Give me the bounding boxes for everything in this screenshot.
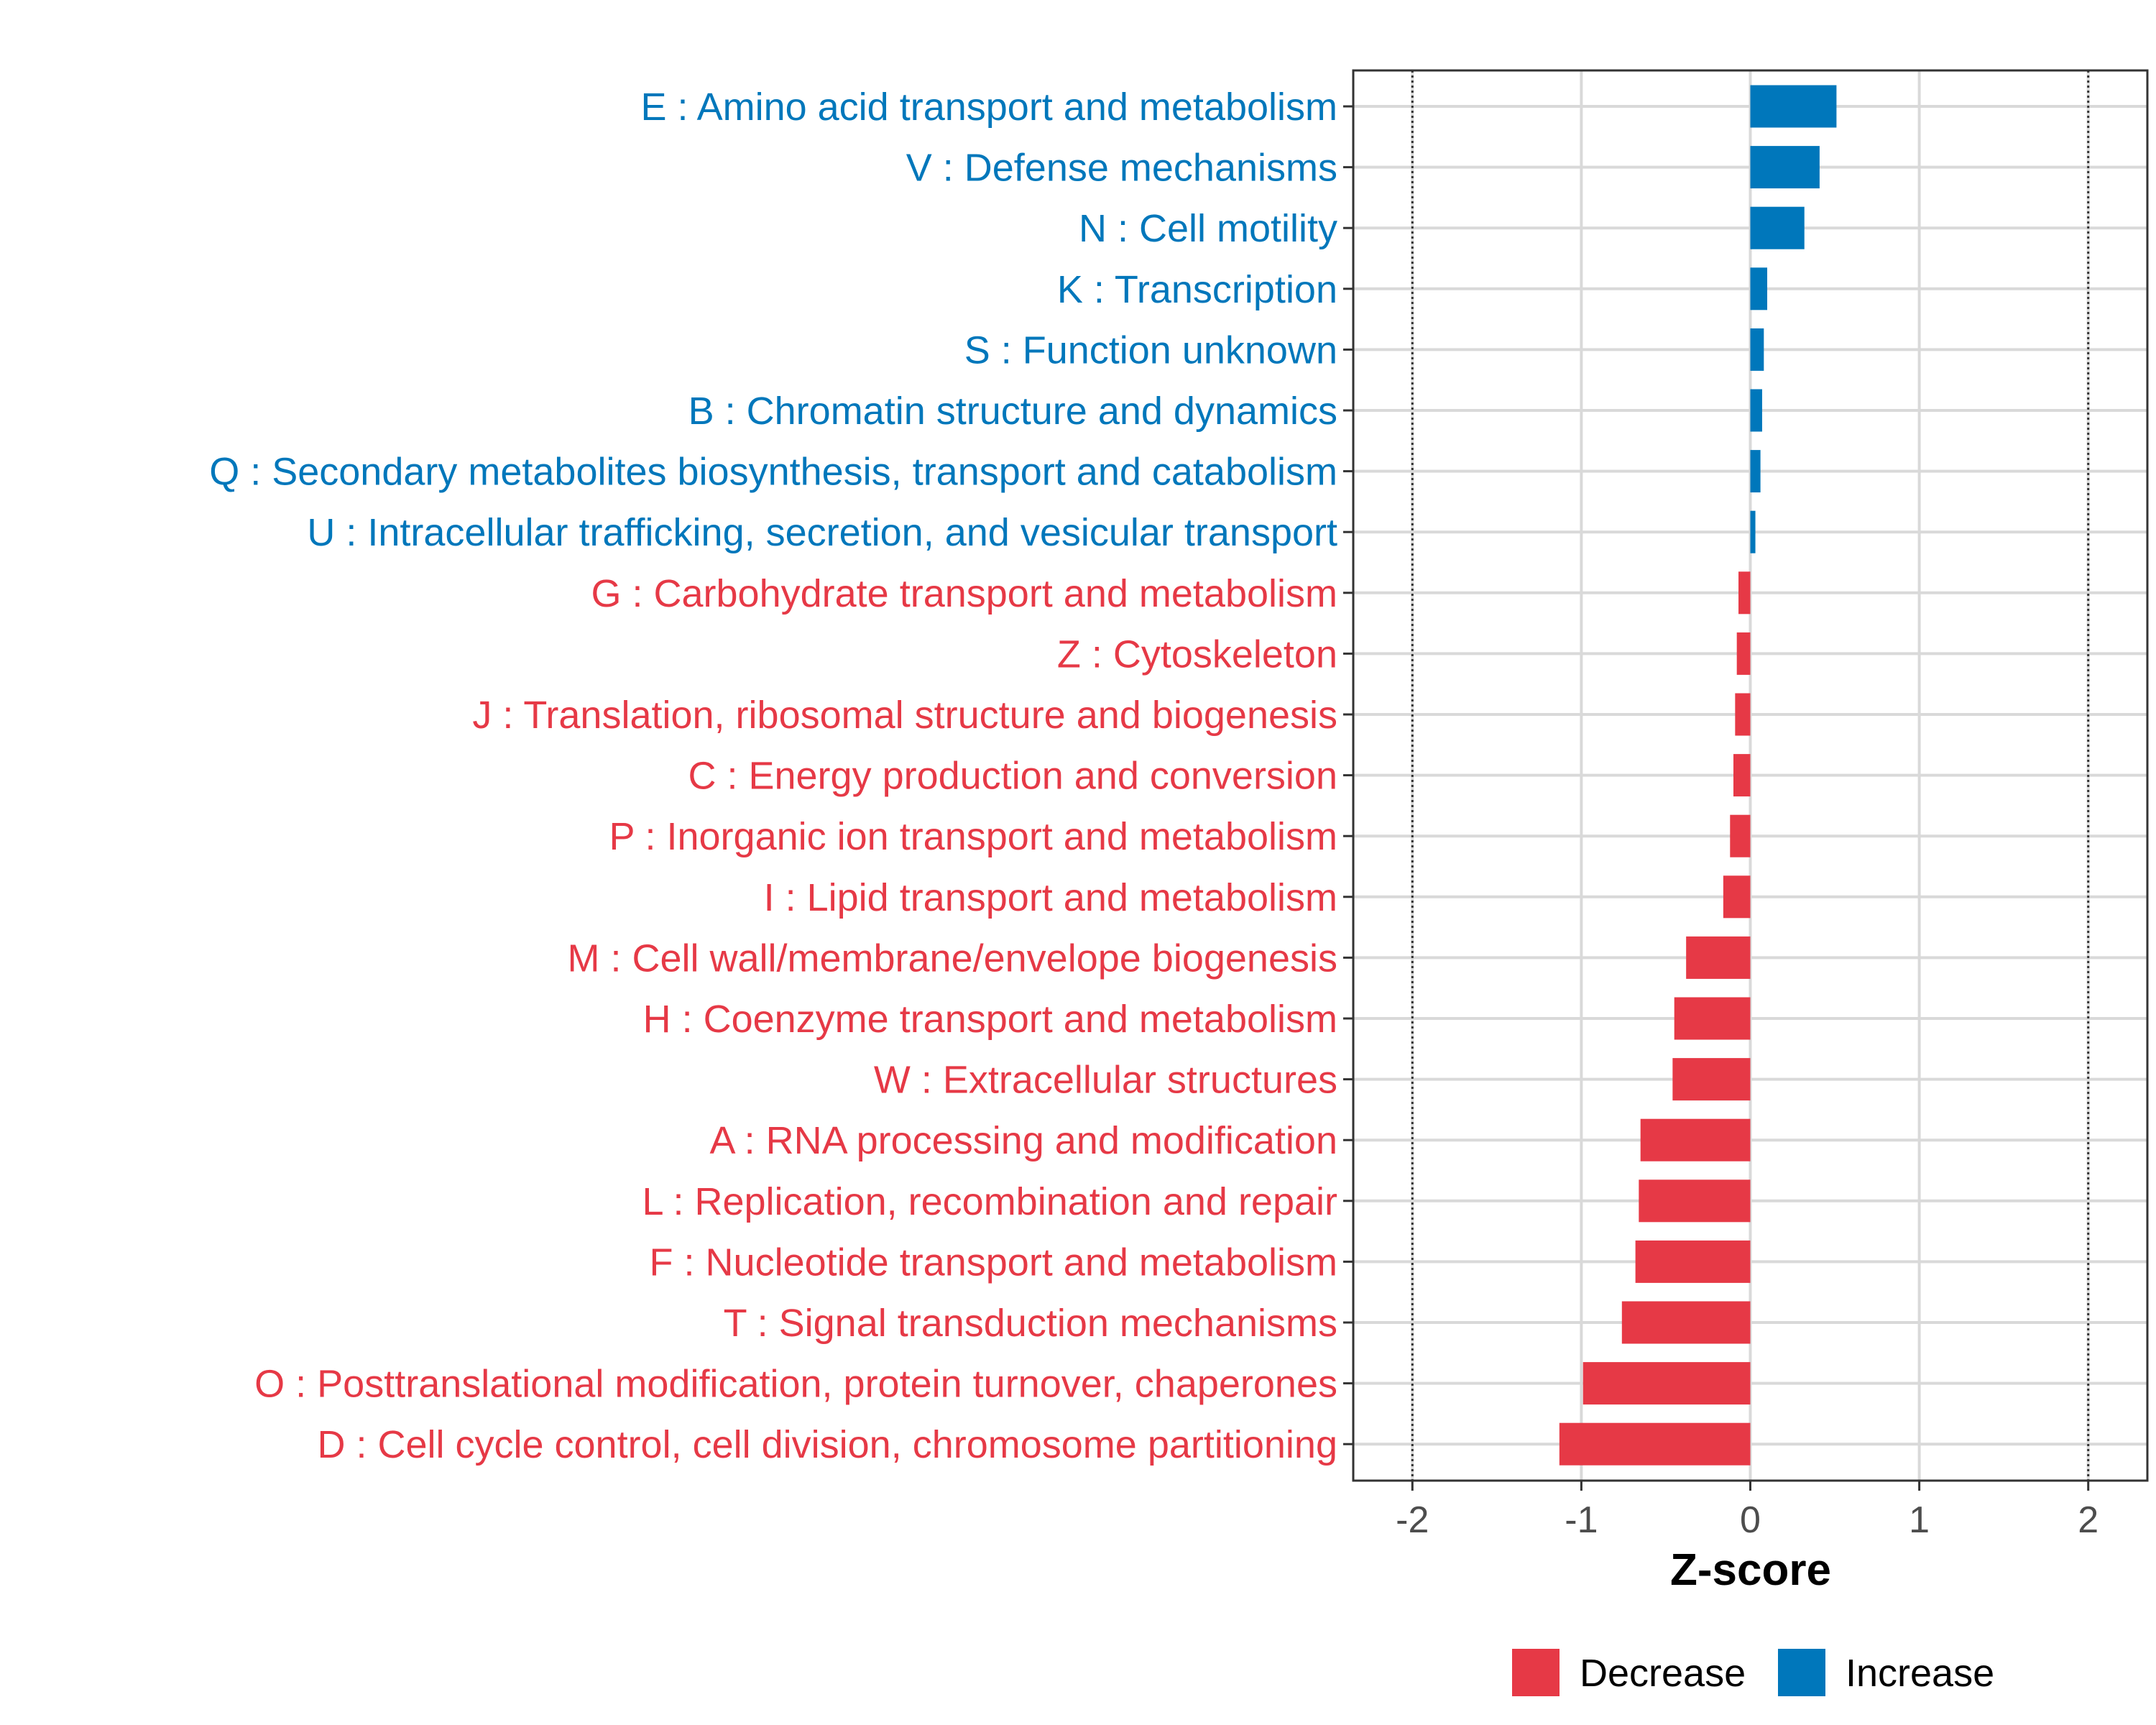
category-label: N : Cell motility bbox=[1079, 207, 1337, 250]
category-label: F : Nucleotide transport and metabolism bbox=[650, 1241, 1337, 1284]
category-label: P : Inorganic ion transport and metaboli… bbox=[609, 815, 1337, 858]
category-label: U : Intracellular trafficking, secretion… bbox=[307, 511, 1337, 554]
bar bbox=[1750, 267, 1768, 310]
legend: Decrease Increase bbox=[1512, 1649, 1994, 1696]
bar bbox=[1621, 1301, 1751, 1344]
x-axis-title: Z-score bbox=[1670, 1545, 1831, 1595]
category-label: V : Defense mechanisms bbox=[906, 147, 1337, 190]
bar bbox=[1559, 1422, 1751, 1466]
bar bbox=[1674, 997, 1751, 1040]
bar bbox=[1738, 571, 1751, 615]
category-label: K : Transcription bbox=[1057, 268, 1337, 311]
category-label: B : Chromatin structure and dynamics bbox=[688, 390, 1337, 433]
y-axis-category-labels: E : Amino acid transport and metabolism V… bbox=[209, 86, 1337, 1466]
bar bbox=[1635, 1240, 1751, 1283]
category-label: I : Lipid transport and metabolism bbox=[764, 876, 1337, 919]
category-label: M : Cell wall/membrane/envelope biogenes… bbox=[567, 937, 1337, 980]
bar bbox=[1750, 450, 1761, 493]
bar bbox=[1735, 693, 1751, 736]
bar bbox=[1750, 510, 1756, 553]
bar bbox=[1730, 814, 1751, 857]
category-label: J : Translation, ribosomal structure and… bbox=[472, 694, 1337, 737]
category-label: O : Posttranslational modification, prot… bbox=[254, 1363, 1337, 1406]
category-label: A : RNA processing and modification bbox=[710, 1119, 1337, 1162]
bar bbox=[1640, 1118, 1751, 1162]
category-label: D : Cell cycle control, cell division, c… bbox=[317, 1423, 1337, 1466]
x-tick-label: 1 bbox=[1909, 1499, 1930, 1541]
x-tick-label: 0 bbox=[1740, 1499, 1761, 1541]
bar bbox=[1736, 632, 1751, 675]
category-label: Q : Secondary metabolites biosynthesis, … bbox=[209, 451, 1337, 494]
bar bbox=[1750, 328, 1764, 371]
reference-lines bbox=[1411, 70, 2090, 1481]
bar bbox=[1750, 85, 1837, 128]
bar bbox=[1686, 936, 1751, 979]
legend-swatch bbox=[1778, 1649, 1825, 1696]
category-label: C : Energy production and conversion bbox=[688, 755, 1337, 798]
bar bbox=[1750, 389, 1762, 432]
x-tick-label: -2 bbox=[1396, 1499, 1429, 1541]
bar bbox=[1750, 146, 1820, 189]
x-tick-label: -1 bbox=[1565, 1499, 1598, 1541]
bar bbox=[1639, 1179, 1751, 1223]
category-label: L : Replication, recombination and repai… bbox=[642, 1180, 1337, 1223]
category-label: G : Carbohydrate transport and metabolis… bbox=[591, 572, 1338, 615]
x-axis-tick-labels: -2 -1 0 1 2 bbox=[1396, 1499, 2099, 1541]
category-label: E : Amino acid transport and metabolism bbox=[641, 86, 1337, 129]
bars bbox=[1559, 85, 1837, 1466]
y-axis-ticks bbox=[1343, 105, 1353, 1445]
x-axis-ticks bbox=[1411, 1481, 2090, 1491]
bar bbox=[1723, 875, 1751, 919]
category-label: S : Function unknown bbox=[964, 328, 1337, 372]
category-label: T : Signal transduction mechanisms bbox=[724, 1302, 1337, 1345]
category-label: W : Extracellular structures bbox=[874, 1059, 1337, 1102]
legend-label: Increase bbox=[1846, 1652, 1994, 1695]
category-label: H : Coenzyme transport and metabolism bbox=[643, 998, 1337, 1041]
x-tick-label: 2 bbox=[2078, 1499, 2099, 1541]
bar bbox=[1750, 206, 1805, 249]
category-label: Z : Cytoskeleton bbox=[1057, 632, 1337, 676]
legend-label: Decrease bbox=[1580, 1652, 1746, 1695]
bar bbox=[1672, 1058, 1751, 1101]
bar bbox=[1583, 1362, 1751, 1405]
legend-swatch bbox=[1512, 1649, 1560, 1696]
bar bbox=[1733, 754, 1751, 797]
